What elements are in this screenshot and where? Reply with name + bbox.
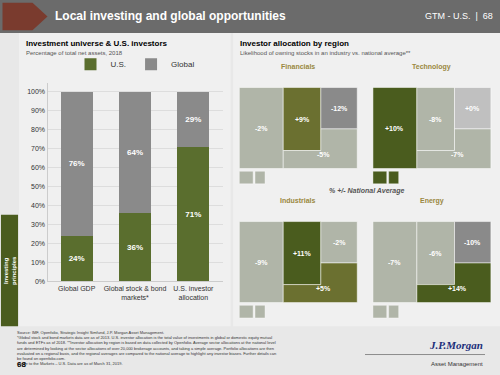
svg-text:80%: 80% xyxy=(31,126,45,133)
svg-text:0%: 0% xyxy=(35,278,45,285)
svg-text:29%: 29% xyxy=(185,115,201,124)
svg-text:60%: 60% xyxy=(31,164,45,171)
svg-text:+10%: +10% xyxy=(385,125,404,132)
svg-text:-10%: -10% xyxy=(464,239,481,246)
svg-text:+14%: +14% xyxy=(448,285,467,292)
svg-text:Global GDP: Global GDP xyxy=(58,285,96,292)
svg-text:Local investing and global opp: Local investing and global opportunities xyxy=(55,9,286,23)
svg-text:-8%: -8% xyxy=(429,116,442,123)
svg-text:90%: 90% xyxy=(31,107,45,114)
svg-text:Asset Management: Asset Management xyxy=(431,361,483,367)
svg-text:Investment universe & U.S. inv: Investment universe & U.S. investors xyxy=(26,39,167,48)
svg-text:Global: Global xyxy=(171,60,194,69)
svg-text:Industrials: Industrials xyxy=(280,197,316,204)
svg-text:Source: IMF, Openfolio, Strate: Source: IMF, Openfolio, Strategic Insigh… xyxy=(17,330,276,366)
svg-text:Financials: Financials xyxy=(281,63,315,70)
svg-text:-6%: -6% xyxy=(429,250,442,257)
svg-text:100%: 100% xyxy=(27,88,45,95)
svg-text:Investingprinciples: Investingprinciples xyxy=(3,256,17,285)
svg-text:20%: 20% xyxy=(31,240,45,247)
svg-text:+5%: +5% xyxy=(316,285,331,292)
svg-text:-5%: -5% xyxy=(317,151,330,158)
svg-text:Technology: Technology xyxy=(412,63,451,71)
svg-text:70%: 70% xyxy=(31,145,45,152)
svg-text:Global stock & bondmarkets*: Global stock & bondmarkets* xyxy=(104,285,167,301)
svg-text:24%: 24% xyxy=(69,254,85,263)
svg-text:68: 68 xyxy=(17,360,26,369)
svg-text:GTM - U.S. | 68: GTM - U.S. | 68 xyxy=(425,11,493,21)
svg-text:30%: 30% xyxy=(31,221,45,228)
svg-text:10%: 10% xyxy=(31,259,45,266)
svg-text:-7%: -7% xyxy=(388,259,401,266)
svg-text:+11%: +11% xyxy=(293,250,311,257)
svg-text:36%: 36% xyxy=(127,243,143,252)
svg-text:Percentage of total net assets: Percentage of total net assets, 2018 xyxy=(26,50,123,56)
svg-text:Likelihood of owning stocks in: Likelihood of owning stocks in an indust… xyxy=(240,50,411,56)
svg-text:Investor allocation by region: Investor allocation by region xyxy=(240,39,349,48)
svg-text:50%: 50% xyxy=(31,183,45,190)
svg-text:U.S. investorallocation: U.S. investorallocation xyxy=(173,285,214,301)
svg-text:-2%: -2% xyxy=(333,239,346,246)
svg-text:+0%: +0% xyxy=(465,105,480,112)
svg-text:-12%: -12% xyxy=(331,105,348,112)
svg-text:Energy: Energy xyxy=(420,197,444,205)
svg-text:-9%: -9% xyxy=(255,259,268,266)
svg-text:-2%: -2% xyxy=(255,125,268,132)
svg-text:71%: 71% xyxy=(185,210,201,219)
svg-text:% +/- National Average: % +/- National Average xyxy=(329,187,405,195)
svg-text:-7%: -7% xyxy=(451,151,464,158)
svg-text:40%: 40% xyxy=(31,202,45,209)
svg-text:J.P.Morgan: J.P.Morgan xyxy=(429,339,483,351)
svg-text:76%: 76% xyxy=(69,159,85,168)
svg-text:+9%: +9% xyxy=(295,116,310,123)
svg-text:U.S.: U.S. xyxy=(111,60,127,69)
svg-text:64%: 64% xyxy=(127,148,143,157)
